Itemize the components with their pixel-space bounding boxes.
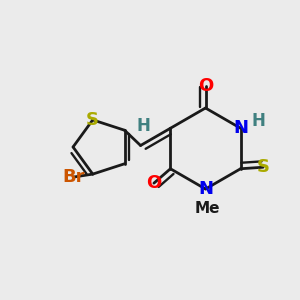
Text: S: S [256, 158, 270, 176]
Text: S: S [86, 111, 99, 129]
Text: N: N [233, 119, 248, 137]
Text: N: N [198, 180, 213, 198]
Text: H: H [136, 117, 151, 135]
Text: O: O [146, 174, 162, 192]
Text: Me: Me [194, 201, 220, 216]
Text: H: H [252, 112, 266, 130]
Text: Br: Br [62, 168, 85, 186]
Text: O: O [198, 77, 213, 95]
